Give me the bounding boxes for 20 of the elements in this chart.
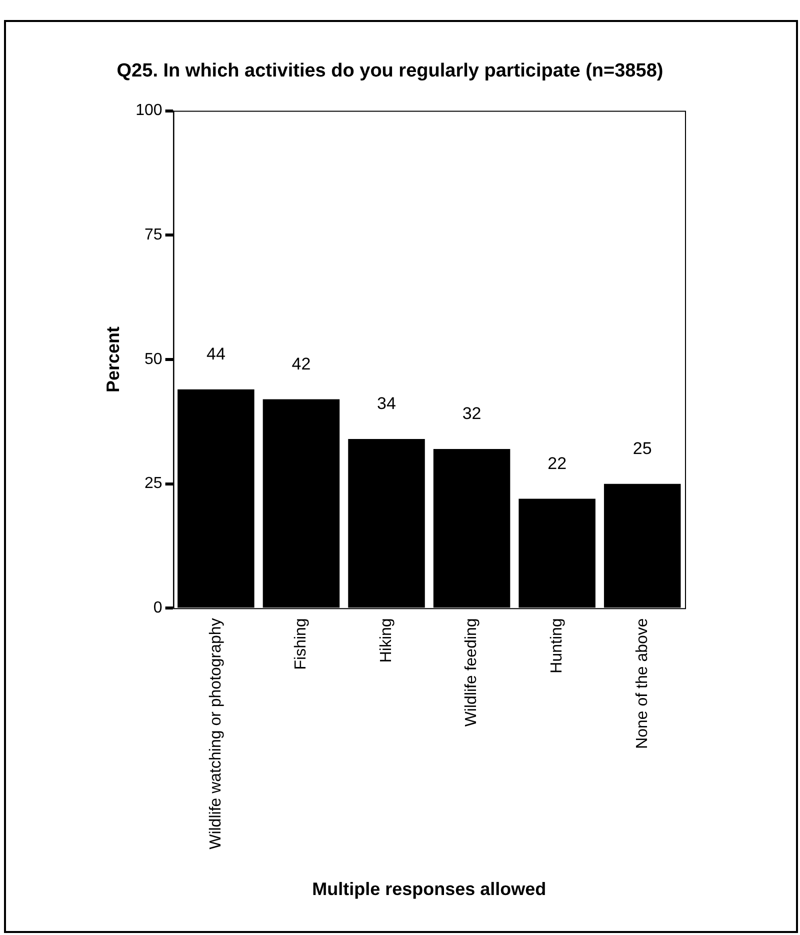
y-tick-label: 50 [144, 350, 162, 368]
x-tick-label: Wildlife watching or photography [207, 618, 224, 850]
chart-title: Q25. In which activities do you regularly participate (n=3858) [116, 60, 664, 82]
y-tick-label: 0 [153, 600, 162, 617]
data-label: 34 [377, 394, 396, 414]
y-tick-label: 100 [136, 102, 162, 120]
data-label: 42 [292, 354, 311, 374]
data-label: 32 [462, 404, 482, 424]
data-label: 22 [548, 454, 567, 473]
x-tick-label: Wildlife feeding [463, 618, 480, 727]
data-label: 25 [632, 439, 652, 458]
y-tick-label: 25 [144, 475, 162, 492]
x-axis-title: Multiple responses allowed [312, 879, 546, 900]
data-label: 44 [206, 344, 226, 364]
x-tick-label: Hiking [378, 618, 395, 663]
x-tick-label: None of the above [634, 618, 651, 749]
x-tick-label: Fishing [292, 618, 310, 670]
x-tick-label: Hunting [548, 618, 566, 674]
y-tick-label: 75 [144, 226, 162, 244]
y-axis-title: Percent [102, 326, 123, 393]
